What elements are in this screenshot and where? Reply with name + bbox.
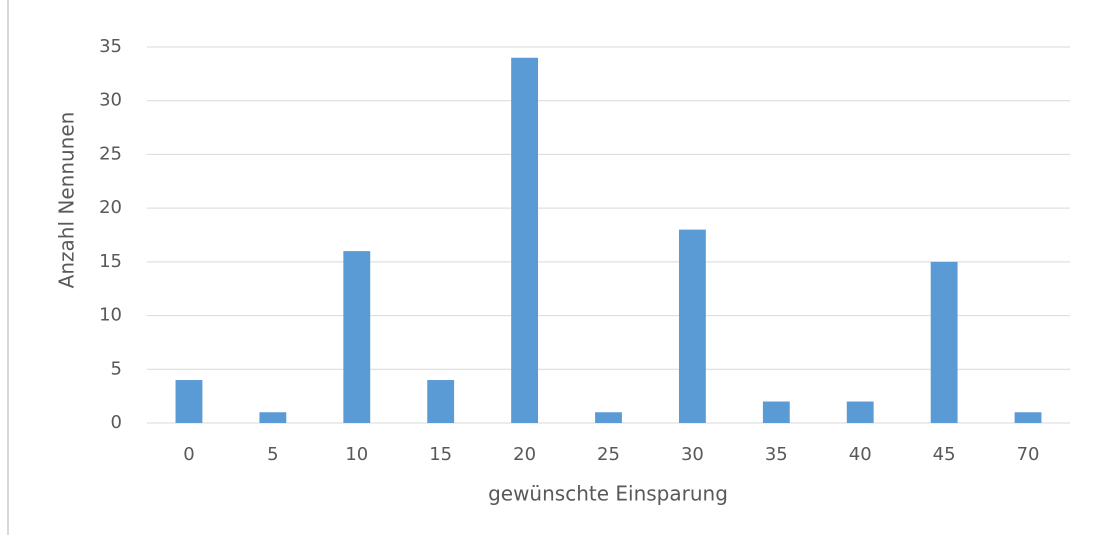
y-tick-label: 35 [99, 36, 122, 57]
bar [259, 412, 287, 423]
x-tick-label: 5 [267, 444, 278, 465]
bar [343, 251, 371, 423]
x-tick-label: 35 [765, 444, 788, 465]
x-tick-label: 70 [1017, 444, 1040, 465]
y-tick-label: 10 [99, 305, 122, 326]
bar [595, 412, 622, 423]
bar [175, 380, 203, 423]
bar [511, 57, 539, 423]
x-tick-label: 10 [345, 444, 368, 465]
bar [846, 401, 874, 423]
x-tick-label: 45 [933, 444, 956, 465]
bar [678, 229, 706, 423]
x-tick-label: 25 [597, 444, 620, 465]
y-tick-label: 20 [99, 197, 122, 218]
bar [1014, 412, 1042, 423]
x-axis-label: gewünschte Einsparung [488, 482, 728, 506]
y-tick-label: 0 [111, 412, 122, 433]
x-tick-label: 0 [183, 444, 194, 465]
y-tick-label: 25 [99, 143, 122, 164]
y-tick-label: 30 [99, 90, 122, 111]
x-tick-label: 40 [849, 444, 872, 465]
y-tick-label: 15 [99, 251, 122, 272]
bar [427, 380, 455, 423]
y-axis-label: Anzahl Nennunen [55, 112, 79, 289]
x-tick-label: 20 [513, 444, 536, 465]
y-tick-label: 5 [111, 358, 122, 379]
x-tick-label: 15 [429, 444, 452, 465]
bar [762, 401, 790, 423]
x-tick-label: 30 [681, 444, 704, 465]
bar [930, 261, 958, 423]
